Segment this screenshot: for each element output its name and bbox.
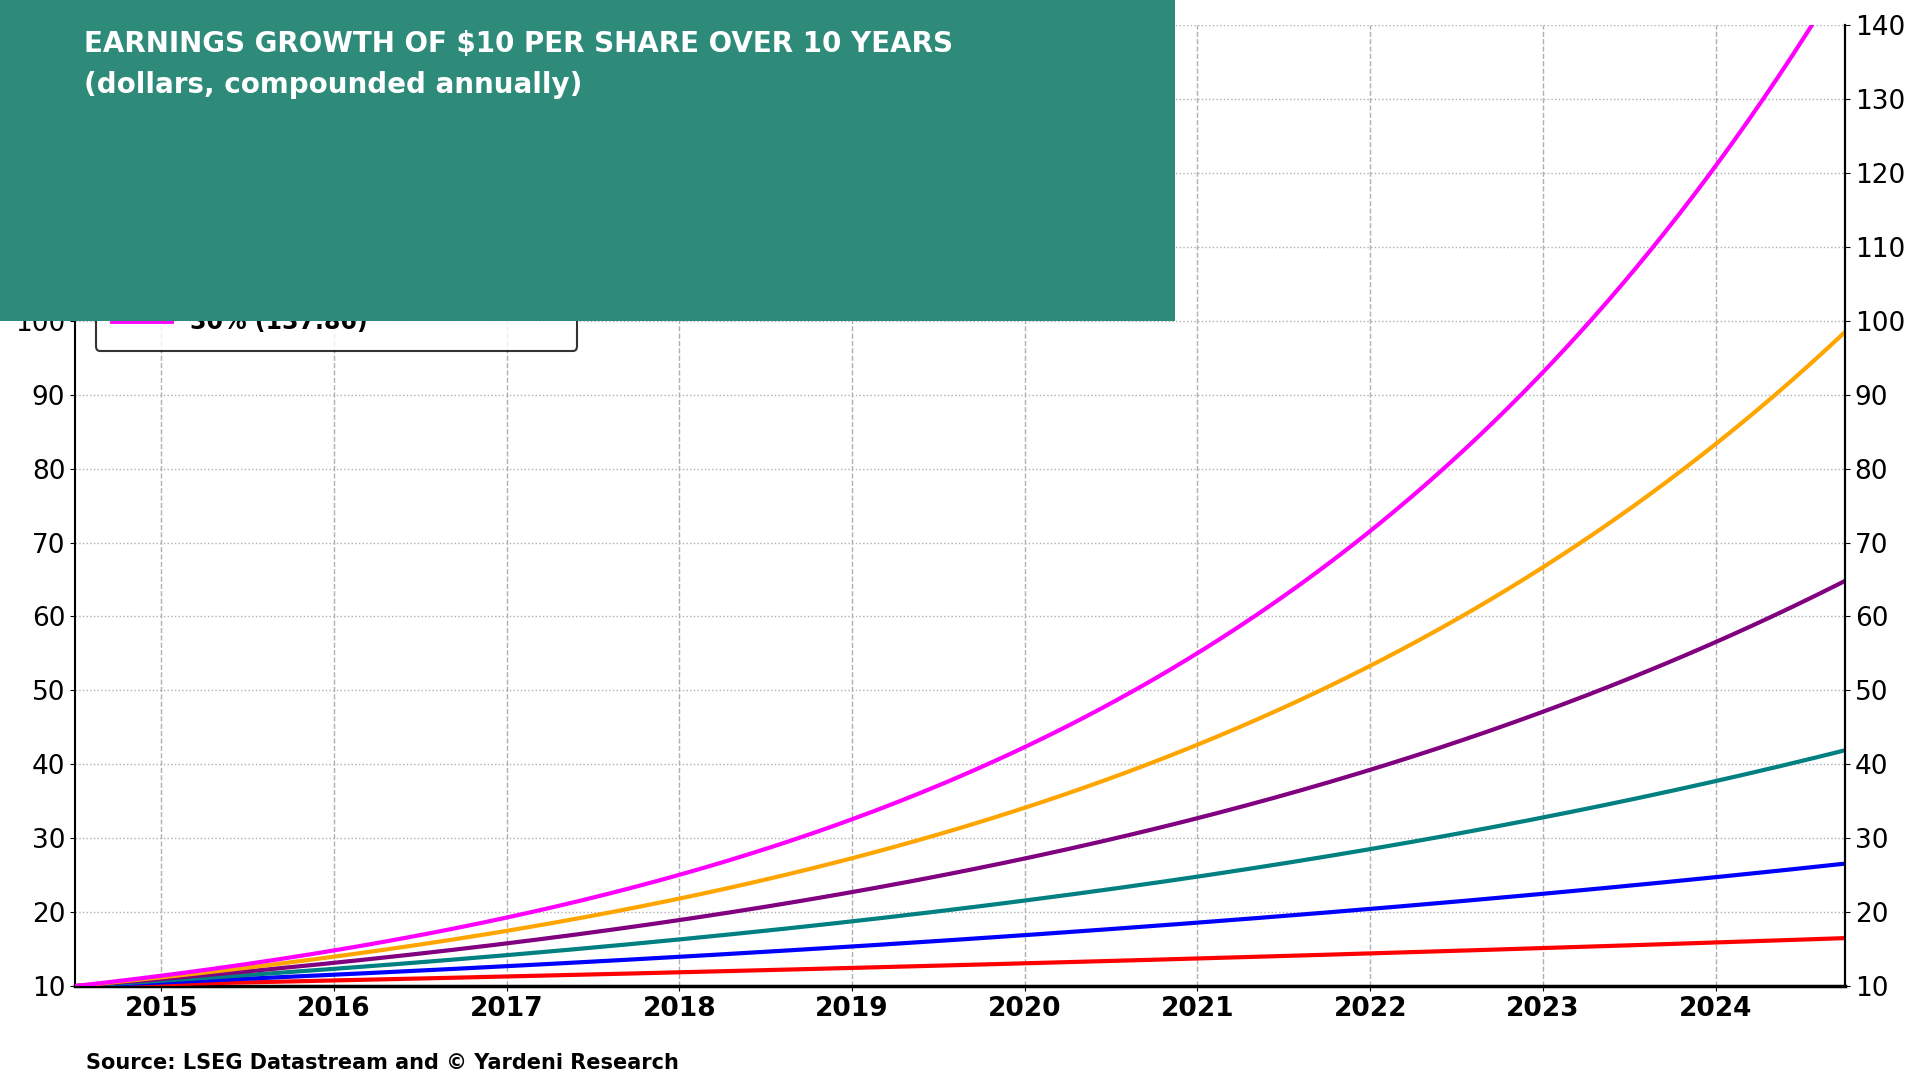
Text: EARNINGS GROWTH OF $10 PER SHARE OVER 10 YEARS
(dollars, compounded annually): EARNINGS GROWTH OF $10 PER SHARE OVER 10… — [84, 30, 952, 99]
Legend: 5% (After 10 years = 16.29), 10% (25.94), 15% (40.46), 20% (61.92), 25% (93.13),: 5% (After 10 years = 16.29), 10% (25.94)… — [96, 126, 578, 351]
Text: Source: LSEG Datastream and © Yardeni Research: Source: LSEG Datastream and © Yardeni Re… — [86, 1053, 680, 1074]
